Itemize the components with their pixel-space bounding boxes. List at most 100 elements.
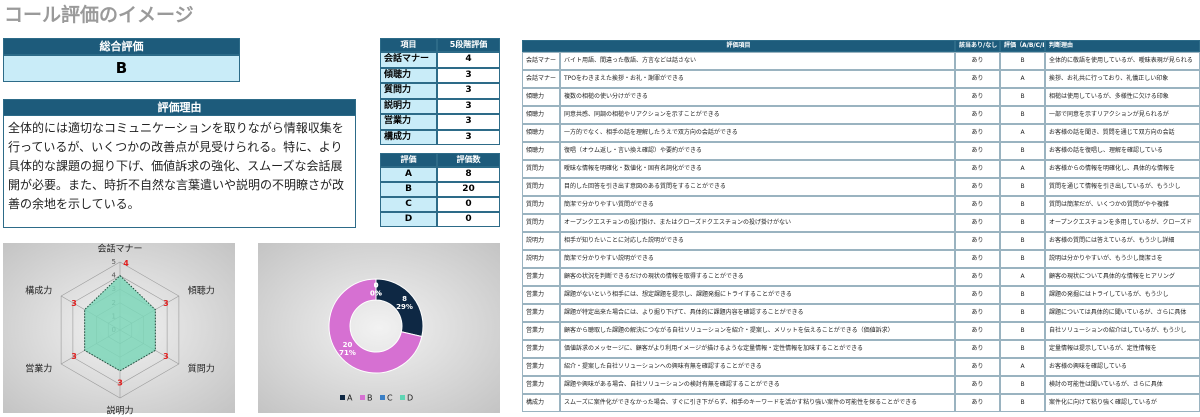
score-value: 3 [437, 98, 500, 114]
radar-area [84, 274, 156, 372]
detail-cell: あり [955, 88, 1000, 106]
radar-value-label: 3 [163, 352, 169, 361]
table-header: 評価（A/B/C/D） [1000, 40, 1045, 52]
legend-label: C [387, 394, 393, 403]
radar-category: 傾聴力 [188, 284, 215, 296]
detail-cell: 傾聴力 [522, 88, 560, 106]
detail-cell: 営業力 [522, 376, 560, 394]
donut-value-label: 20 [343, 341, 353, 349]
detail-cell: B [1000, 214, 1045, 232]
page-title: コール評価のイメージ [4, 4, 194, 26]
detail-cell: 課題の発掘にはトライしているが、もう少し [1045, 286, 1200, 304]
table-header: 評価数 [437, 153, 500, 167]
detail-cell: お客様の話を聞き、質問を通じて双方向の会話 [1045, 124, 1200, 142]
detail-cell: 全体的に敬語を使用しているが、曖昧表現が見られる [1045, 52, 1200, 70]
detail-cell: 相槌は使用しているが、多様性に欠ける印象 [1045, 88, 1200, 106]
detail-cell: 検討の可能性は聞いているが、さらに具体 [1045, 376, 1200, 394]
count-label: D [380, 212, 437, 227]
score-label: 会話マナー [380, 52, 437, 68]
radar-value-label: 3 [117, 379, 123, 388]
detail-cell: A [1000, 268, 1045, 286]
detail-cell: TPOをわきまえた挨拶・お礼・謝罪ができる [560, 70, 955, 88]
detail-cell: バイト用語、間違った敬語、方言などは話さない [560, 52, 955, 70]
detail-cell: あり [955, 142, 1000, 160]
score-label: 構成力 [380, 129, 437, 145]
table-header: 評価 [380, 153, 437, 167]
table-header: 該当あり/なし [955, 40, 1000, 52]
score-value: 4 [437, 52, 500, 68]
score-label: 説明力 [380, 98, 437, 114]
detail-cell: B [1000, 142, 1045, 160]
legend-swatch [340, 395, 345, 400]
detail-cell: B [1000, 304, 1045, 322]
detail-cell: 復唱（オウム返し・言い換え確認）や要約ができる [560, 142, 955, 160]
detail-cell: 営業力 [522, 322, 560, 340]
table-header: 5段階評価 [437, 38, 500, 52]
detail-cell: B [1000, 88, 1045, 106]
detail-cell: あり [955, 214, 1000, 232]
detail-cell: 説明は分かりやすいが、もう少し簡潔さを [1045, 250, 1200, 268]
detail-cell: 簡潔で分かりやすい質問ができる [560, 196, 955, 214]
radar-value-label: 3 [71, 352, 77, 361]
radar-category: 構成力 [25, 284, 52, 296]
detail-cell: 目的した回答を引き出す意図のある質問をすることができる [560, 178, 955, 196]
detail-cell: 一部で同意を示すリアクションが見られるが [1045, 106, 1200, 124]
radar-tick-label: 5 [112, 258, 116, 266]
detail-cell: オープンクエスチョンの投げ掛け、またはクローズドクエスチョンの投げ掛けがない [560, 214, 955, 232]
donut-slice [328, 278, 423, 374]
detail-cell: B [1000, 178, 1045, 196]
detail-cell: お客様の話を復唱し、理解を確認している [1045, 142, 1200, 160]
radar-value-label: 3 [163, 299, 169, 308]
detail-cell: 傾聴力 [522, 106, 560, 124]
detail-cell: B [1000, 376, 1045, 394]
detail-cell: 質問を通じて情報を引き出しているが、もう少し [1045, 178, 1200, 196]
detail-cell: あり [955, 340, 1000, 358]
count-label: B [380, 182, 437, 197]
detail-cell: スムーズに案件化ができなかった場合、すぐに引き下がらず、相手のキーワードを活かす… [560, 394, 955, 412]
detail-cell: 課題がないという相手には、想定課題を提示し、課題発掘にトライすることができる [560, 286, 955, 304]
score-label: 質問力 [380, 83, 437, 99]
detail-cell: 同意共感、同調の相槌やリアクションを示すことができる [560, 106, 955, 124]
detail-cell: B [1000, 52, 1045, 70]
detail-cell: あり [955, 106, 1000, 124]
reason-text: 全体的には適切なコミュニケーションを取りながら情報収集を行っているが、いくつかの… [3, 116, 356, 228]
score-value: 3 [437, 129, 500, 145]
detail-cell: 質問力 [522, 196, 560, 214]
detail-cell: 営業力 [522, 268, 560, 286]
detail-cell: 課題については具体的に聞いているが、さらに具体 [1045, 304, 1200, 322]
detail-cell: 課題や興味がある場合、自社ソリューションの検討有無を確認することができる [560, 376, 955, 394]
detail-cell: あり [955, 52, 1000, 70]
legend-swatch [400, 395, 405, 400]
detail-cell: あり [955, 160, 1000, 178]
detail-cell: あり [955, 376, 1000, 394]
table-header: 評価項目 [522, 40, 955, 52]
detail-cell: 課題が特定出来た場合には、より掘り下げて、具体的に課題内容を確認することができる [560, 304, 955, 322]
table-header: 判断理由 [1045, 40, 1200, 52]
detail-cell: A [1000, 358, 1045, 376]
detail-cell: オープンクエスチョンを多用しているが、クローズド [1045, 214, 1200, 232]
detail-cell: 質問力 [522, 160, 560, 178]
detail-cell: 曖昧な情報を明確化・数値化・固有名詞化ができる [560, 160, 955, 178]
detail-cell: 傾聴力 [522, 124, 560, 142]
table-header: 項目 [380, 38, 437, 52]
detail-cell: お客様の質問には答えているが、もう少し詳細 [1045, 232, 1200, 250]
detail-cell: A [1000, 70, 1045, 88]
score-value: 3 [437, 83, 500, 99]
detail-cell: 自社ソリューションの紹介はしているが、もう少し [1045, 322, 1200, 340]
count-label: C [380, 197, 437, 212]
detail-cell: あり [955, 178, 1000, 196]
detail-cell: あり [955, 304, 1000, 322]
detail-cell: 顧客から聴取した課題の解決につながる自社ソリューションを紹介・提案し、メリットを… [560, 322, 955, 340]
detail-cell: 傾聴力 [522, 142, 560, 160]
legend-swatch [380, 395, 385, 400]
detail-cell: 複数の相槌の使い分けができる [560, 88, 955, 106]
donut-percent-label: 0% [370, 290, 382, 298]
detail-cell: B [1000, 394, 1045, 412]
detail-cell: 価値訴求のメッセージに、顧客がより利用イメージが描けるような定量情報・定性情報を… [560, 340, 955, 358]
radar-value-label: 4 [123, 259, 129, 268]
legend-label: D [407, 394, 413, 403]
donut-value-label: 8 [402, 295, 407, 303]
detail-cell: 説明力 [522, 232, 560, 250]
detail-cell: あり [955, 394, 1000, 412]
detail-cell: 相手が知りたいことに対応した説明ができる [560, 232, 955, 250]
